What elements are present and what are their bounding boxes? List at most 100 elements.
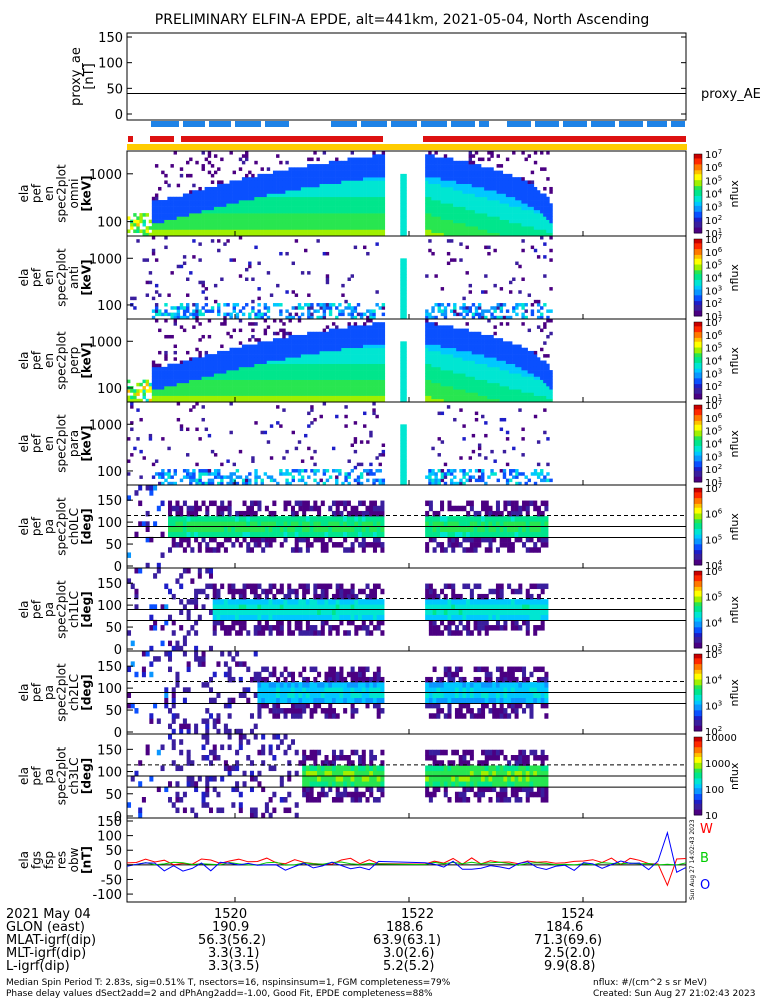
spectrogram-cell [471,226,476,230]
spectrogram-cell [353,160,358,165]
spectrogram-cell [319,370,323,374]
spectrogram-cell [151,222,156,227]
spectrogram-cell [291,232,295,237]
science-zone-bar [421,121,447,127]
spectrogram-cell [245,186,249,191]
spectrogram-cell [481,219,485,224]
spectrogram-cell [198,309,202,313]
spectrogram-cell [151,370,156,374]
spectrogram-cell [291,334,295,339]
spectrogram-cell [443,325,448,329]
spectrogram-cell [481,376,485,380]
spectrogram-cell [285,203,289,207]
spectrogram-cell [282,328,286,333]
spectrogram-cell [524,229,528,234]
spectrogram-cell [266,219,271,224]
spectrogram-cell [210,395,215,400]
spectrogram-cell [403,222,407,227]
spectrogram-cell [524,222,528,227]
spectrogram-cell [425,398,429,403]
spectrogram-cell [226,190,230,194]
spectrogram-cell [437,309,441,313]
spectrogram-cell [325,180,330,184]
spectrogram-cell [186,376,190,380]
spectrogram-cell [462,315,466,320]
spectrogram-cell [297,177,302,181]
spectrogram-cell [176,200,181,204]
spectrogram-cell [304,200,308,204]
colorbar-tick-label: 104 [705,188,723,201]
spectrogram-cell [493,180,497,184]
spectrogram-cell [530,200,535,204]
spectrogram-cell [241,373,246,377]
spectrogram-cell [186,309,190,313]
spectrogram-cell [474,312,479,317]
spectrogram-cell [499,186,504,191]
spectrogram-cell [515,180,519,184]
spectrogram-cell [356,312,361,317]
spectrogram-cell [468,376,473,380]
spectrogram-cell [456,398,460,403]
spectrogram-cell [335,200,339,204]
spectrogram-cell [245,392,249,396]
spectrogram-cell [151,363,156,368]
spectrogram-cell [226,370,230,374]
spectrogram-cell [300,222,305,227]
spectrogram-cell [453,309,457,313]
spectrogram-cell [465,164,469,168]
spectrogram-cell [434,232,438,237]
spectrogram-cell [213,154,218,158]
spectrogram-cell [468,196,473,201]
spectrogram-cell [335,344,339,349]
spectrogram-cell [512,151,516,155]
spectrogram-cell [195,398,199,403]
spectrogram-cell [176,363,181,368]
spectrogram-cell [449,334,454,339]
spectrogram-cell [331,229,336,234]
spectrogram-cell [481,157,485,162]
spectrogram-cell [440,170,445,175]
spectrogram-cell [443,160,448,165]
spectrogram-cell [484,209,488,214]
spectrogram-cell [512,222,516,227]
spectrogram-cell [266,309,271,313]
spectrogram-cell [245,157,249,162]
spectrogram-cell [238,366,243,371]
spectrogram-cell [207,382,212,387]
spectrogram-cell [322,341,327,345]
spectrogram-cell [536,226,541,230]
spectrogram-cell [313,398,317,403]
spectrogram-cell [381,200,386,204]
spectrogram-cell [462,350,466,355]
spectrogram-cell [369,312,373,317]
spectrogram-cell [223,389,227,393]
spectrogram-cell [481,170,485,175]
spectrogram-cell [213,232,218,237]
spectrogram-cell [257,287,261,291]
spectrogram-cell [375,206,379,211]
spectrogram-cell [378,226,382,230]
spectrogram-cell [276,386,280,390]
spectrogram-cell [210,398,215,403]
spectrogram-cell [474,213,479,217]
colorbar-segment [694,265,702,269]
spectrogram-cell [186,232,190,237]
spectrogram-cell [238,379,243,384]
spectrogram-cell [347,167,351,171]
spectrogram-cell [499,213,504,217]
spectrogram-cell [508,206,513,211]
spectrogram-cell [490,173,494,178]
spectrogram-cell [359,222,364,227]
spectrogram-cell [338,363,342,368]
spectrogram-cell [515,312,519,317]
spectrogram-cell [220,226,224,230]
spectrogram-cell [487,177,491,181]
spectrogram-cell [440,219,445,224]
spectrogram-cell [288,206,292,211]
spectrogram-cell [508,180,513,184]
spectrogram-cell [515,190,519,194]
spectrogram-cell [474,190,479,194]
spectrogram-cell [232,347,236,352]
spectrogram-cell [164,312,168,317]
spectrogram-cell [462,303,466,307]
